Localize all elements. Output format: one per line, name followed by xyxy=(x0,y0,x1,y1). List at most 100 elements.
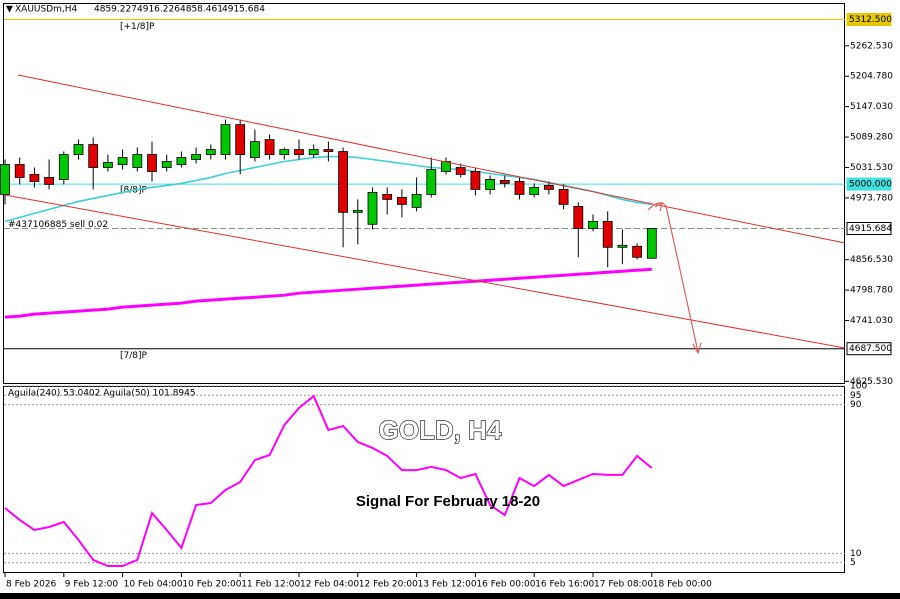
bottom-bar xyxy=(0,593,900,599)
level-label-box xyxy=(846,12,892,26)
candle-body xyxy=(529,187,540,195)
header-open: 4859.227 xyxy=(94,5,137,15)
y-tick-label: 5089.280 xyxy=(850,133,893,143)
x-tick-label: 10 Feb 20:00 xyxy=(182,580,241,590)
y-tick-label: 5147.030 xyxy=(850,102,893,112)
candle-body xyxy=(205,149,216,155)
candle-body xyxy=(558,189,569,205)
candle-body xyxy=(588,220,598,229)
menu-arrow: ▼ xyxy=(6,5,13,15)
x-tick-label: 18 Feb 00:00 xyxy=(653,580,712,590)
annotation-title: GOLD, H4 xyxy=(379,415,502,445)
candle-body xyxy=(249,141,260,158)
candle-body xyxy=(176,157,187,165)
y-tick-label: 4798.780 xyxy=(850,286,893,296)
y-tick-label: 5262.530 xyxy=(850,41,893,51)
candle-body xyxy=(426,169,437,195)
y-tick-label: 4973.780 xyxy=(850,193,893,203)
level-label: 4915.684 xyxy=(849,224,892,234)
oscillator-title: Aguila(240) 53.0402 Aguila(50) 101.8945 xyxy=(8,389,196,399)
y-tick-label: 90 xyxy=(850,400,862,410)
candle-body xyxy=(58,154,69,180)
candle-body xyxy=(191,154,202,160)
candle-body xyxy=(573,205,584,229)
y-tick-label: 5 xyxy=(850,558,856,568)
symbol-title: XAUUSDm,H4 xyxy=(15,5,78,15)
candle-body xyxy=(161,161,172,168)
x-tick-label: 9 Feb 12:00 xyxy=(65,580,119,590)
arrow-head xyxy=(654,201,663,212)
candle-body xyxy=(294,149,304,155)
candle-body xyxy=(235,124,246,155)
level-label-box xyxy=(846,177,892,191)
candle-body xyxy=(411,194,422,208)
candle-body xyxy=(470,171,481,190)
y-tick-label: 5031.530 xyxy=(850,163,893,173)
candle-body xyxy=(485,179,496,190)
candle-body xyxy=(103,162,113,168)
y-tick-label: 4741.030 xyxy=(850,316,893,326)
x-tick-label: 16 Feb 16:00 xyxy=(535,580,594,590)
y-tick-label: 95 xyxy=(850,391,861,401)
x-tick-label: 12 Feb 04:00 xyxy=(300,580,359,590)
candle-body xyxy=(544,185,554,190)
annotation-signal: Signal For February 18-20 xyxy=(356,493,540,510)
candle-body xyxy=(514,181,525,195)
x-tick-label: 12 Feb 20:00 xyxy=(359,580,418,590)
candle-body xyxy=(455,167,466,175)
arrow-head xyxy=(692,342,702,355)
y-tick-label: 4625.530 xyxy=(850,377,893,387)
level-label: 5000.000 xyxy=(849,180,892,190)
candle-body xyxy=(646,228,657,259)
candle-body xyxy=(323,149,334,152)
candle-body xyxy=(352,209,363,213)
candle-body xyxy=(396,197,407,205)
x-tick-label: 11 Feb 12:00 xyxy=(241,580,300,590)
header-low: 4858.461 xyxy=(180,5,223,15)
candle-body xyxy=(632,245,642,258)
y-tick-label: 4856.530 xyxy=(850,255,893,265)
channel-upper xyxy=(17,74,846,244)
candle-body xyxy=(29,174,40,182)
candle-body xyxy=(147,154,157,172)
x-tick-label: 16 Feb 00:00 xyxy=(476,580,535,590)
candle-body xyxy=(73,144,84,155)
y-tick-label: 5204.780 xyxy=(850,72,893,82)
candle-body xyxy=(338,151,349,213)
level-tag: [7/8]P xyxy=(120,351,148,361)
level-tag: #437106885 sell 0.02 xyxy=(8,220,108,230)
candle-body xyxy=(308,149,319,155)
candle-body xyxy=(44,177,54,185)
candle-body xyxy=(88,144,99,168)
x-tick-label: 10 Feb 04:00 xyxy=(124,580,183,590)
candle-body xyxy=(367,192,378,225)
candle-body xyxy=(382,194,393,200)
candle-body xyxy=(602,220,613,248)
candle-body xyxy=(14,164,25,178)
level-tag: [+1/8]P xyxy=(120,22,155,32)
candle-body xyxy=(279,149,290,155)
level-label: 5312.500 xyxy=(849,15,892,25)
x-tick-label: 13 Feb 12:00 xyxy=(418,580,477,590)
candle-body xyxy=(117,157,128,165)
y-tick-label: 10 xyxy=(850,549,862,559)
candle-body xyxy=(617,244,628,248)
header-close: 4915.684 xyxy=(222,5,265,15)
forecast-arrow xyxy=(647,202,699,353)
candle-body xyxy=(499,180,510,184)
channel-lower xyxy=(4,194,846,349)
x-tick-label: 8 Feb 2026 xyxy=(6,580,57,590)
level-label: 4687.500 xyxy=(849,344,892,354)
candle-body xyxy=(264,139,275,155)
candle-body xyxy=(132,154,143,168)
oscillator-line xyxy=(4,394,653,568)
level-label-box xyxy=(846,222,892,236)
candle-body xyxy=(0,164,10,195)
moving-average xyxy=(4,267,652,319)
y-tick-label: 100 xyxy=(850,382,867,392)
x-tick-label: 17 Feb 08:00 xyxy=(594,580,653,590)
level-label-box xyxy=(846,342,892,356)
